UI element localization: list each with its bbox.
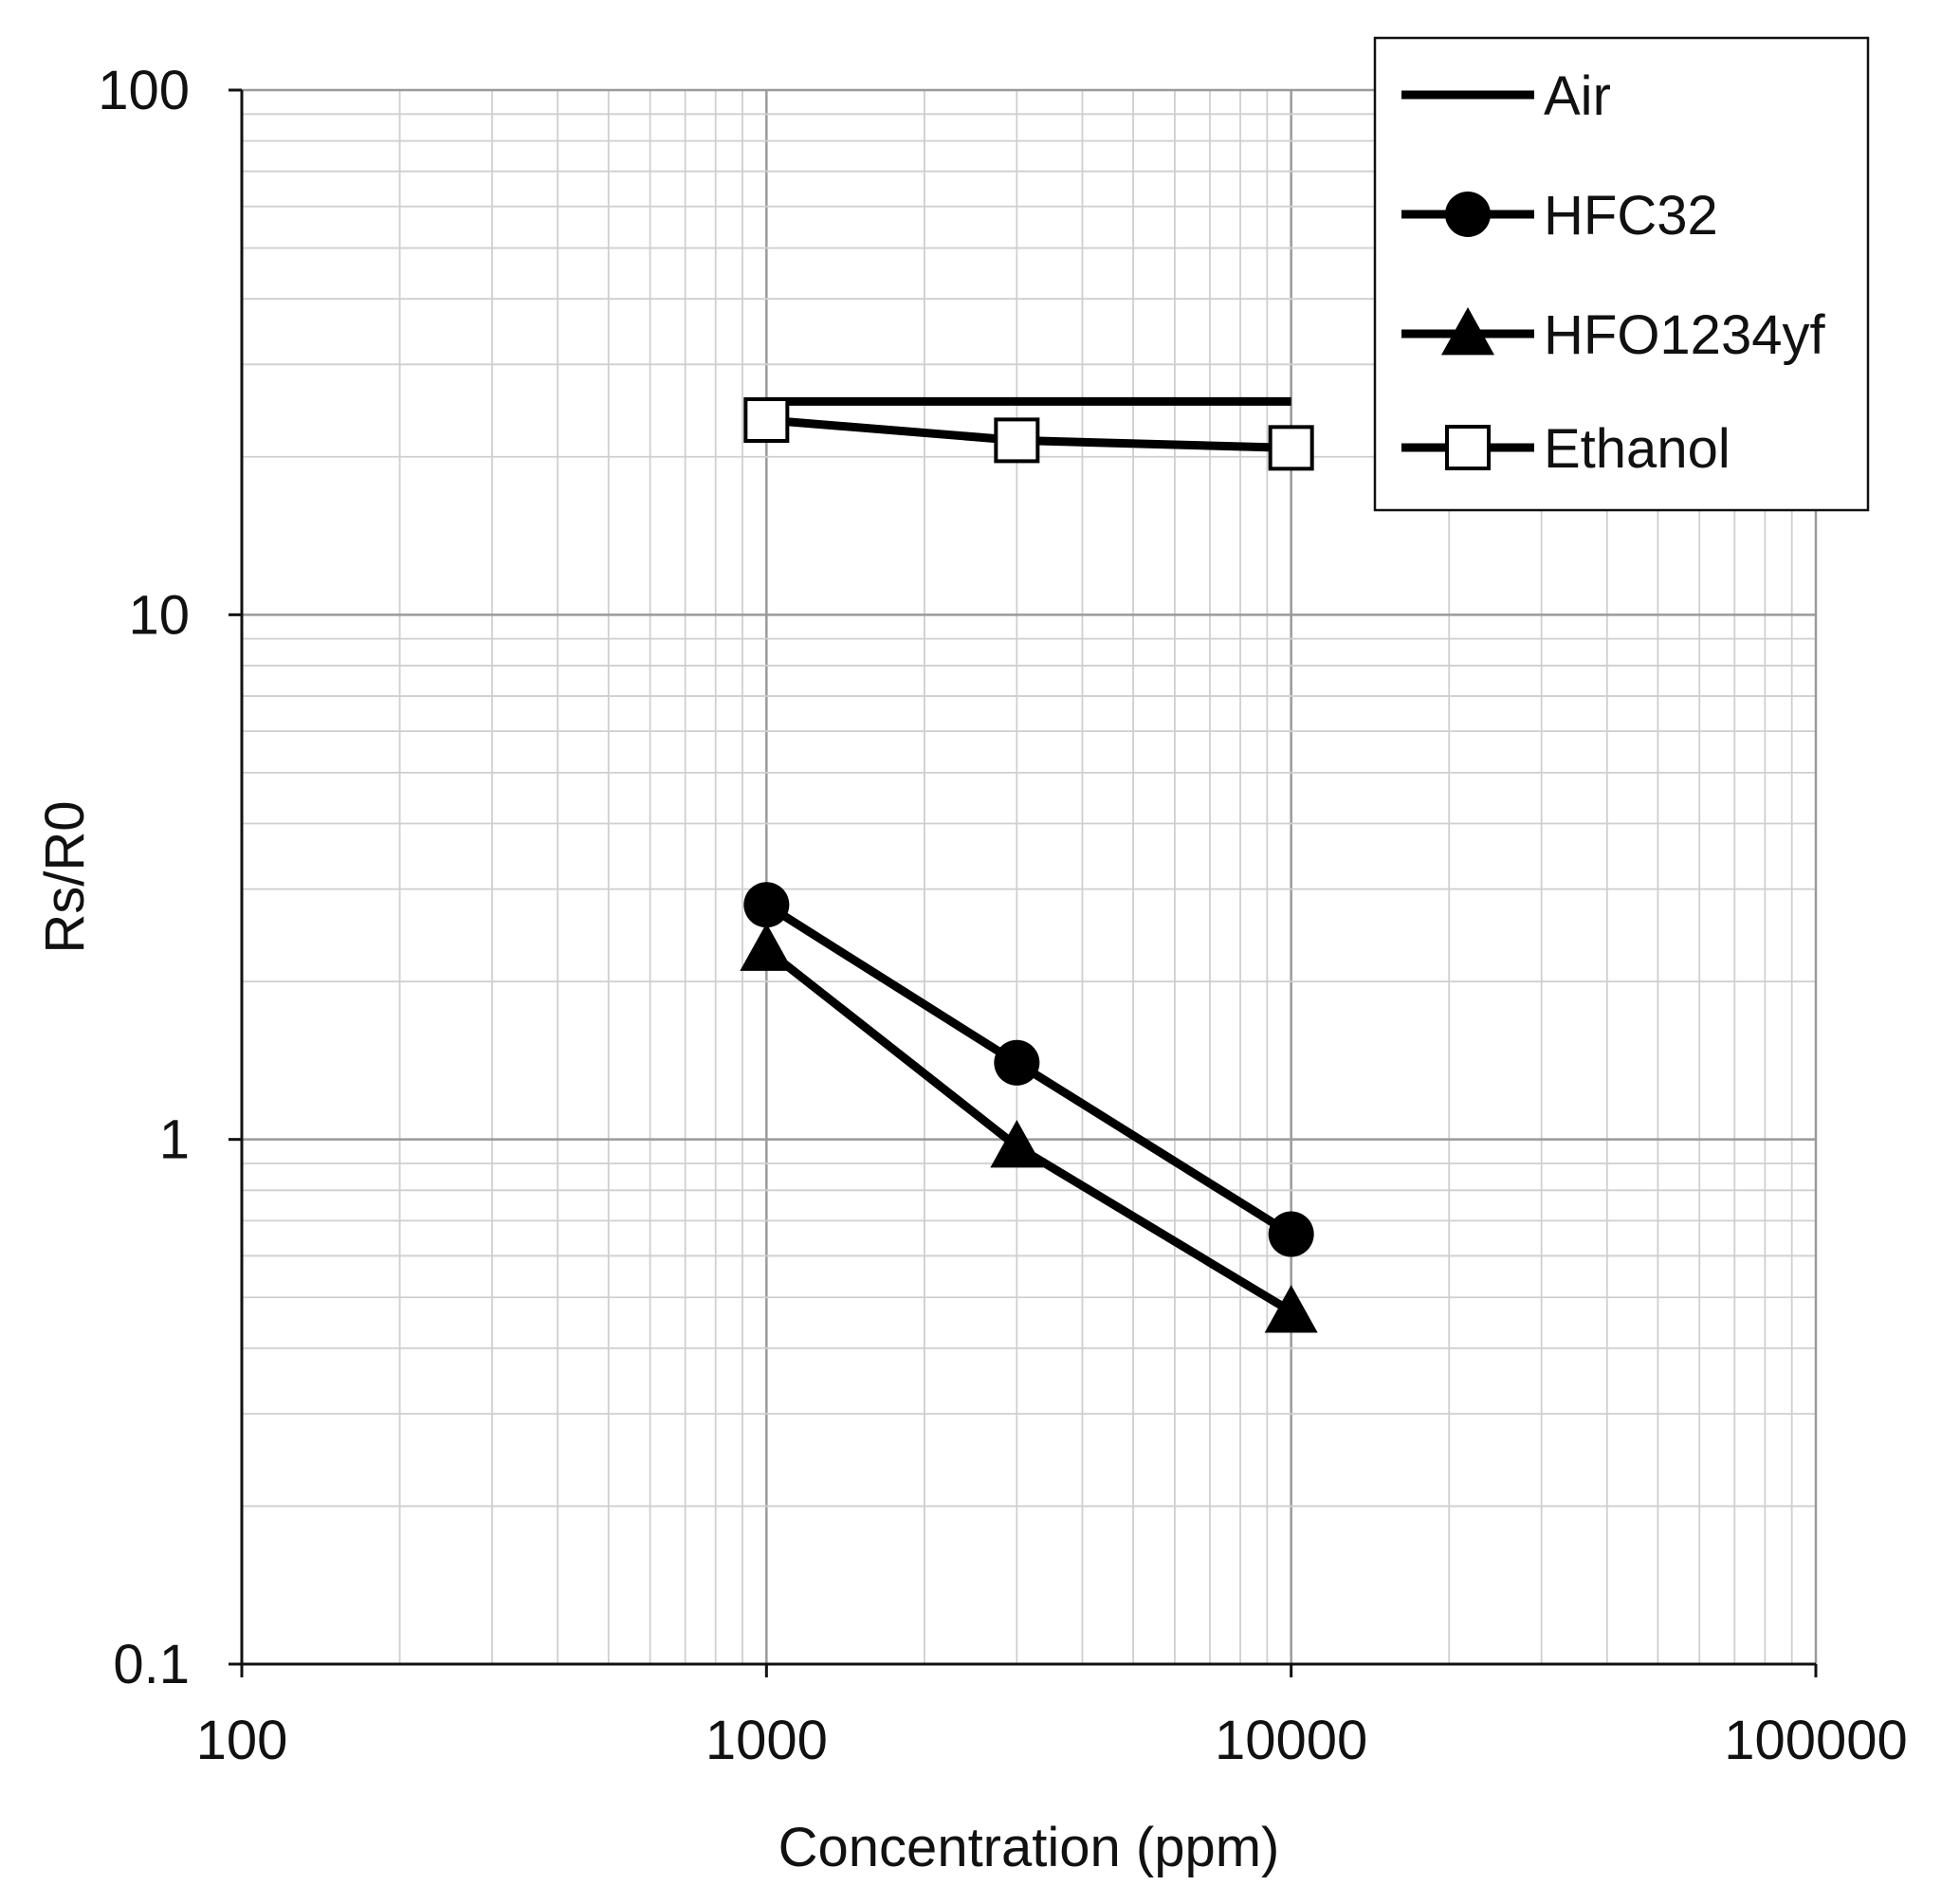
series-layer bbox=[740, 396, 1318, 1333]
legend-item-hfo1234yf: HFO1234yf bbox=[1401, 304, 1825, 366]
legend-label: Air bbox=[1544, 65, 1611, 127]
y-tick-label: 100 bbox=[98, 60, 190, 121]
data-point bbox=[743, 882, 790, 928]
x-tick-label: 100000 bbox=[1724, 1710, 1908, 1771]
legend-item-hfc32: HFC32 bbox=[1401, 185, 1718, 247]
data-point bbox=[1264, 1285, 1318, 1333]
axes bbox=[229, 88, 1818, 1677]
x-tick-label: 100 bbox=[196, 1710, 288, 1771]
legend-item-air: Air bbox=[1401, 65, 1611, 127]
x-tick-label: 10000 bbox=[1215, 1710, 1367, 1771]
series-hfc32 bbox=[743, 882, 1314, 1257]
data-point bbox=[1268, 425, 1314, 471]
x-tick-label: 1000 bbox=[705, 1710, 828, 1771]
legend-label: HFO1234yf bbox=[1544, 304, 1825, 366]
x-axis-title: Concentration (ppm) bbox=[778, 1817, 1280, 1878]
legend-marker bbox=[1441, 307, 1494, 356]
series-ethanol bbox=[743, 397, 1314, 471]
legend-marker bbox=[1445, 192, 1491, 237]
grid bbox=[242, 88, 1818, 1664]
data-point bbox=[994, 1039, 1040, 1086]
legend-label: HFC32 bbox=[1544, 185, 1718, 247]
y-tick-label: 10 bbox=[128, 584, 190, 646]
tick-labels: 100 1000 10000 100000 0.1 1 10 100 bbox=[98, 60, 1908, 1771]
data-point bbox=[740, 923, 794, 971]
data-point bbox=[1268, 1211, 1314, 1257]
legend-item-ethanol: Ethanol bbox=[1401, 418, 1730, 480]
y-tick-label: 1 bbox=[159, 1109, 190, 1171]
legend: Air HFC32 HFO1234yf Ethanol bbox=[1373, 36, 1870, 512]
legend-marker bbox=[1445, 425, 1491, 470]
y-axis-title: Rs/R0 bbox=[34, 800, 96, 953]
data-point bbox=[994, 417, 1040, 464]
series-hfo1234yf bbox=[740, 923, 1318, 1333]
data-point bbox=[990, 1119, 1044, 1168]
y-tick-label: 0.1 bbox=[113, 1634, 190, 1695]
data-point bbox=[743, 397, 790, 444]
legend-label: Ethanol bbox=[1544, 418, 1730, 480]
